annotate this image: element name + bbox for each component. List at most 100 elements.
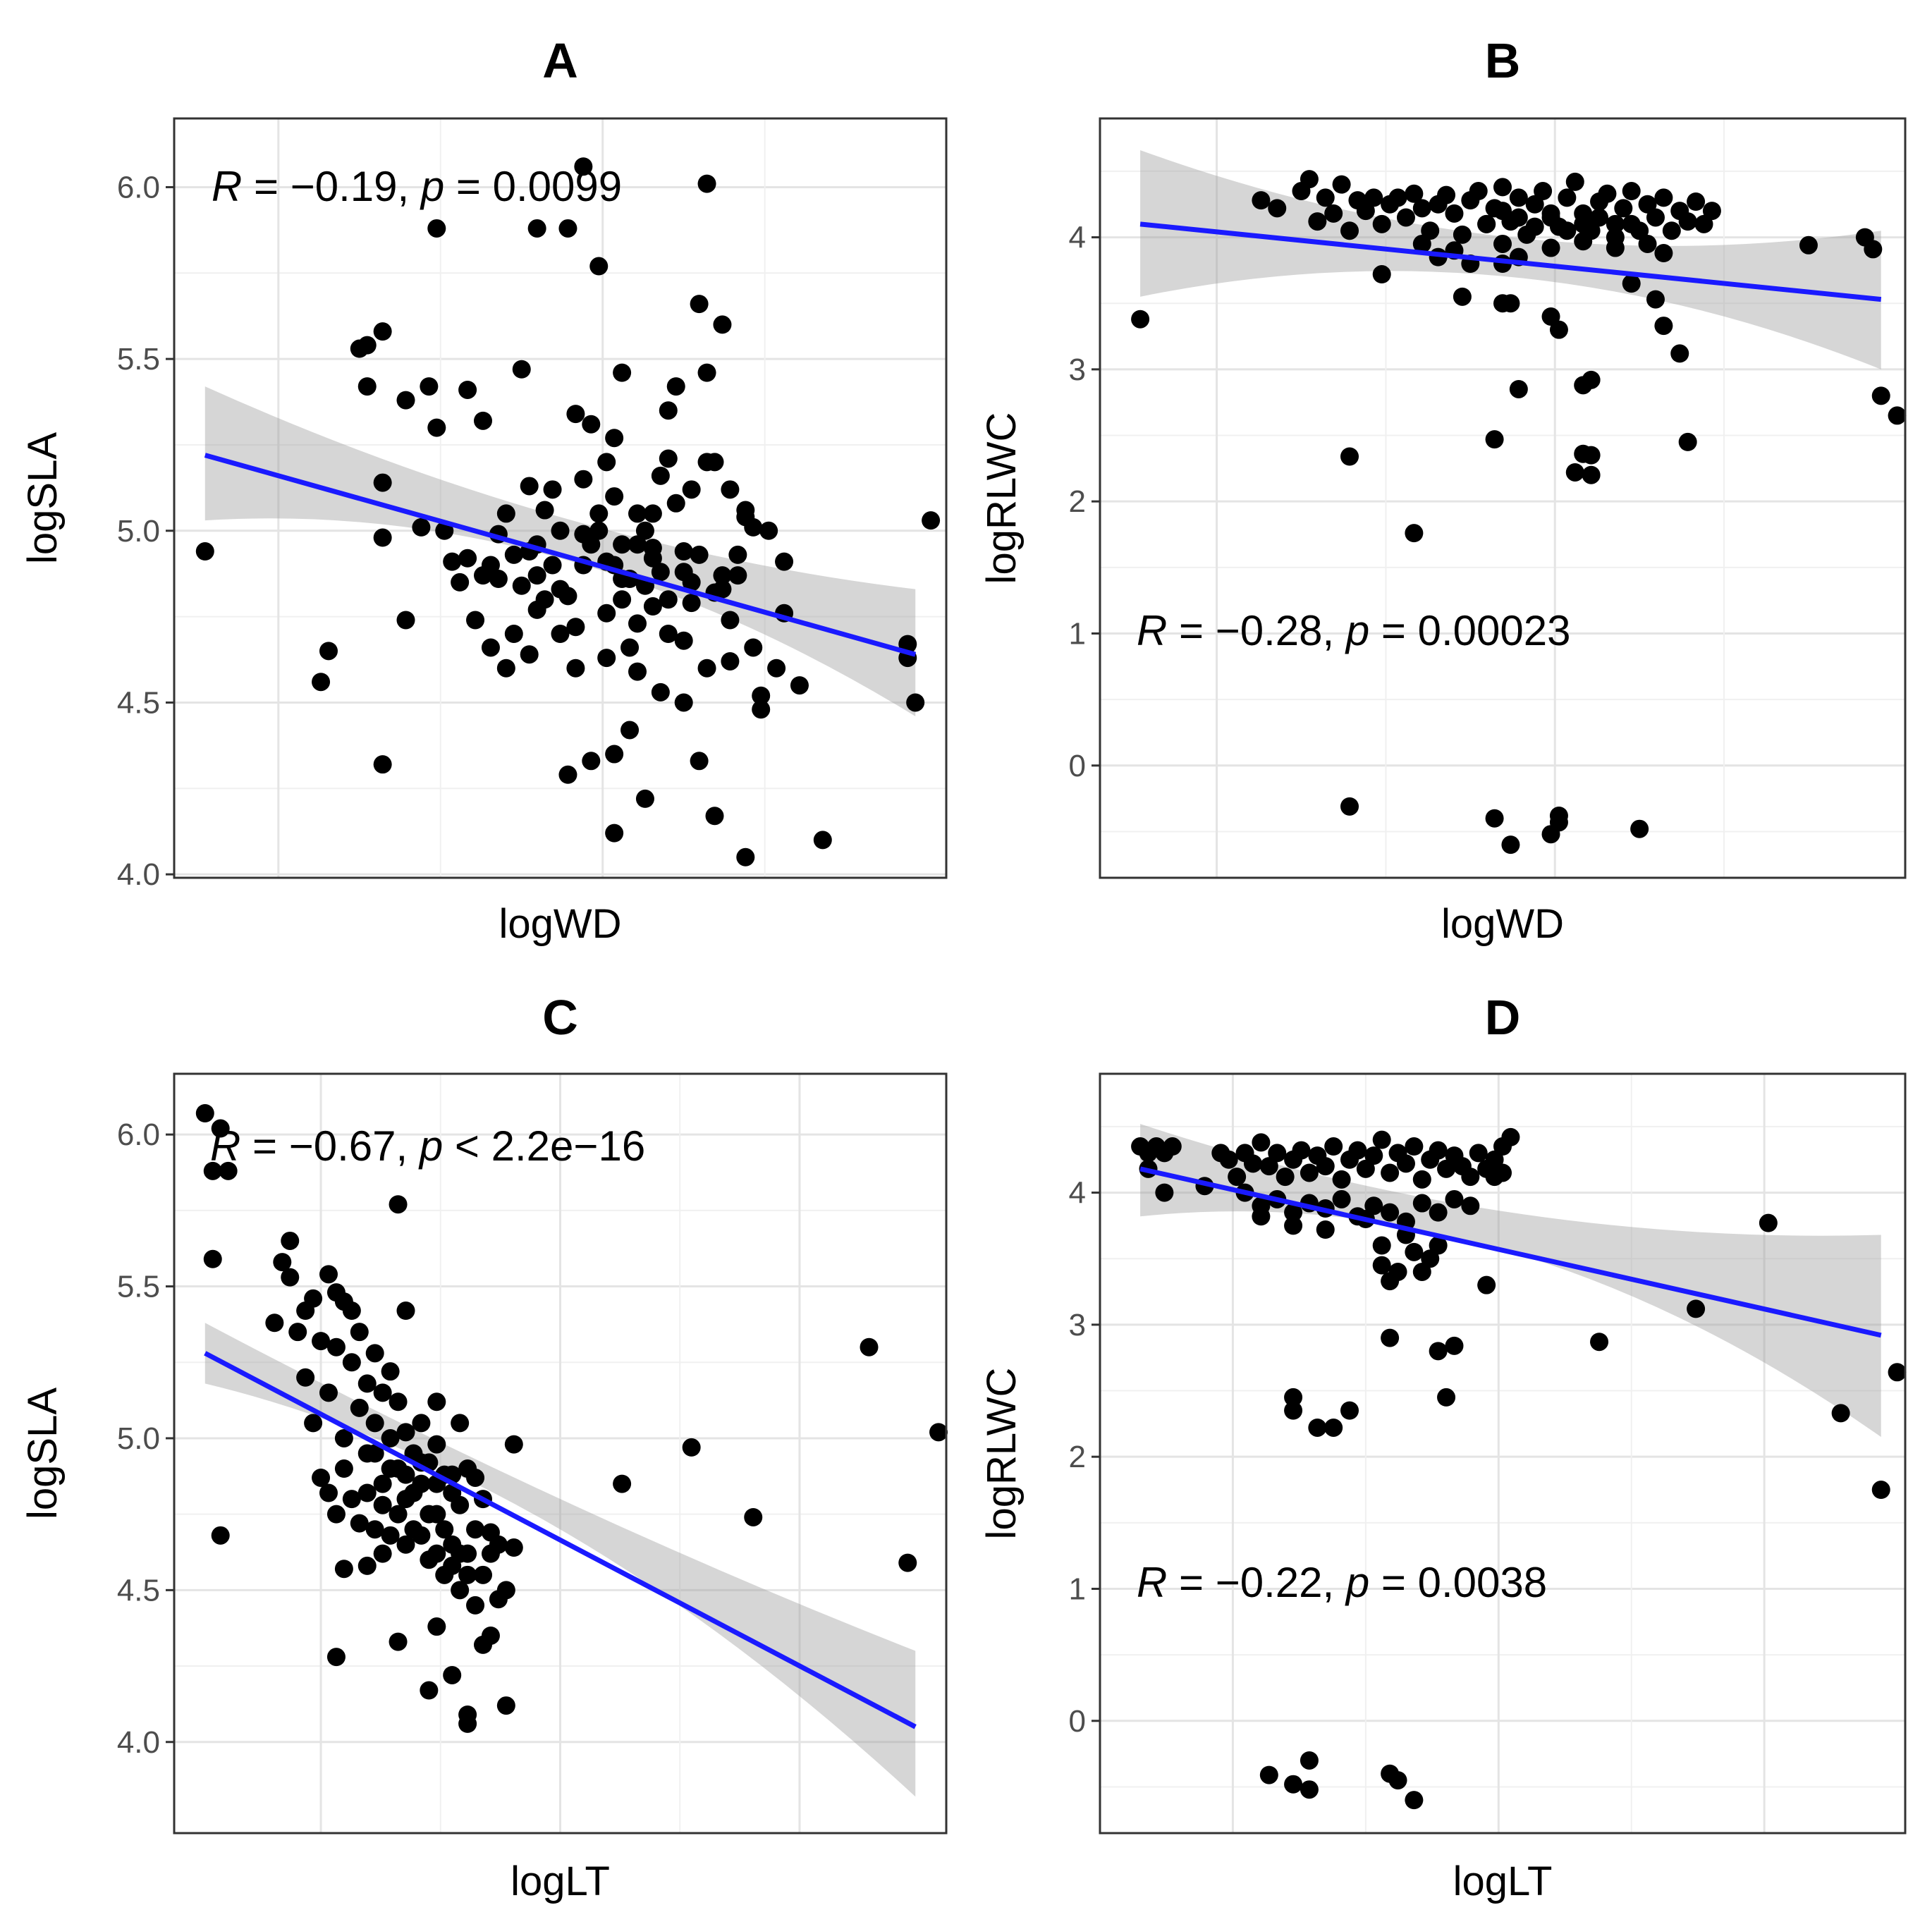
data-point [605, 745, 624, 764]
data-point [443, 552, 462, 571]
data-point [1437, 1159, 1456, 1178]
data-point [334, 1428, 353, 1447]
plot-border [173, 117, 948, 879]
data-point [1485, 1150, 1504, 1169]
data-point [597, 453, 616, 472]
data-point [759, 521, 778, 540]
data-point [342, 1490, 361, 1509]
data-point [543, 556, 562, 575]
data-point [1364, 1146, 1383, 1165]
data-point [319, 642, 338, 661]
data-point [489, 1590, 508, 1609]
data-point [489, 570, 508, 589]
y-tick-label: 1 [1069, 1572, 1086, 1606]
data-point [304, 1414, 323, 1433]
data-point [543, 480, 562, 499]
data-point [1429, 1342, 1448, 1361]
x-axis-label: logLT [1453, 1858, 1553, 1904]
data-point [427, 1435, 446, 1454]
data-point [635, 521, 654, 540]
data-point [1622, 274, 1641, 293]
data-point [381, 1362, 400, 1381]
data-point [1252, 191, 1271, 210]
data-point [312, 1332, 331, 1351]
r-value: = −0.67, [240, 1122, 420, 1170]
data-point [728, 566, 747, 585]
data-point [659, 401, 678, 420]
data-point [1534, 182, 1553, 201]
data-point [1259, 1157, 1278, 1176]
data-point [1565, 463, 1584, 482]
data-point [1228, 1168, 1247, 1187]
regression-line [1139, 221, 1882, 302]
data-point [1646, 290, 1665, 309]
data-point [1332, 1170, 1351, 1189]
data-point [659, 590, 678, 609]
data-point [396, 1302, 415, 1321]
data-point [1396, 1154, 1415, 1173]
data-point [527, 600, 546, 619]
p-value: < 2.2e−16 [443, 1122, 645, 1170]
y-tick-label: 3 [1069, 353, 1086, 387]
data-point [1558, 188, 1577, 207]
y-tick-label: 2 [1069, 1440, 1086, 1474]
data-point [1582, 465, 1601, 484]
data-point [512, 576, 531, 595]
correlation-annotation: R = −0.67, p < 2.2e−16 [210, 1122, 645, 1170]
data-point [357, 377, 377, 396]
data-point [1678, 432, 1697, 451]
panel-title: B [1485, 33, 1521, 88]
y-axis-label: logRLWC [979, 1368, 1025, 1540]
data-point [674, 631, 693, 650]
data-point [713, 580, 732, 599]
r-value: = −0.19, [242, 163, 421, 210]
data-point [1453, 225, 1472, 244]
data-point [1831, 1404, 1850, 1423]
data-point [312, 1468, 331, 1487]
data-point [728, 545, 747, 564]
data-point [1405, 1137, 1424, 1156]
data-point [1252, 1133, 1271, 1152]
data-point [697, 659, 716, 678]
data-point [1300, 1163, 1319, 1182]
data-point [574, 525, 593, 544]
confidence-band [204, 386, 916, 716]
panel-title: D [1485, 990, 1521, 1045]
data-point [1493, 1137, 1512, 1156]
r-symbol: R [1137, 607, 1167, 654]
data-point [1372, 1236, 1391, 1255]
data-point [496, 1696, 515, 1715]
data-point [1340, 447, 1359, 466]
data-point [288, 1323, 307, 1342]
r-symbol: R [212, 163, 242, 210]
data-point [1300, 1780, 1319, 1799]
data-point [605, 429, 624, 448]
data-point [381, 1459, 400, 1478]
data-point [1429, 1236, 1448, 1255]
data-point [1799, 235, 1818, 255]
data-point [582, 752, 601, 771]
p-value: = 0.00023 [1369, 607, 1570, 654]
data-point [898, 1553, 917, 1572]
data-point [744, 638, 763, 657]
data-point [790, 676, 809, 695]
data-point [451, 572, 470, 592]
data-point [1284, 1216, 1303, 1235]
data-point [1340, 797, 1359, 816]
data-point [697, 363, 716, 382]
data-point [1316, 188, 1335, 207]
x-axis-label: logWD [499, 901, 621, 947]
data-point [1412, 1262, 1431, 1281]
data-points [1131, 1127, 1907, 1810]
data-point [1622, 214, 1641, 233]
data-point [643, 504, 662, 523]
y-tick-label: 6.0 [117, 170, 160, 204]
data-point [527, 219, 546, 238]
data-point [357, 1483, 377, 1502]
data-point [613, 590, 632, 609]
data-point [458, 1705, 477, 1724]
data-point [1461, 1196, 1480, 1215]
data-point [1284, 1401, 1303, 1420]
data-point [396, 1535, 415, 1554]
